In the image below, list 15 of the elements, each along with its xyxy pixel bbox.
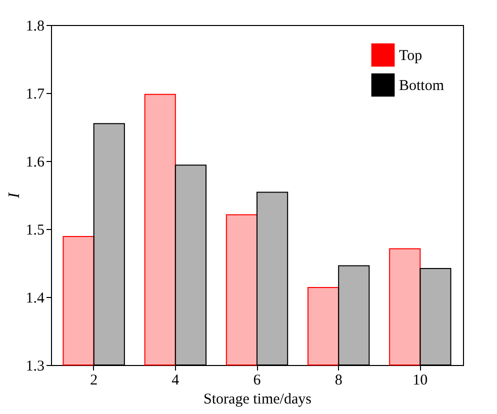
x-axis-title: Storage time/days: [204, 392, 312, 408]
x-tick-label: 4: [172, 372, 180, 388]
x-tick-label: 2: [90, 372, 98, 388]
y-tick-label: 1.5: [26, 222, 44, 238]
y-tick-label: 1.7: [26, 86, 45, 102]
legend-label: Bottom: [399, 78, 444, 94]
x-tick-label: 10: [412, 372, 428, 388]
y-tick-label: 1.8: [26, 18, 44, 34]
y-tick-label: 1.3: [26, 358, 44, 374]
y-tick-label: 1.6: [26, 154, 45, 170]
y-axis-title: I: [6, 192, 23, 200]
x-tick-label: 6: [253, 372, 262, 388]
y-tick-label: 1.4: [26, 290, 45, 306]
x-tick-label: 8: [334, 372, 342, 388]
legend-label: Top: [399, 48, 422, 64]
